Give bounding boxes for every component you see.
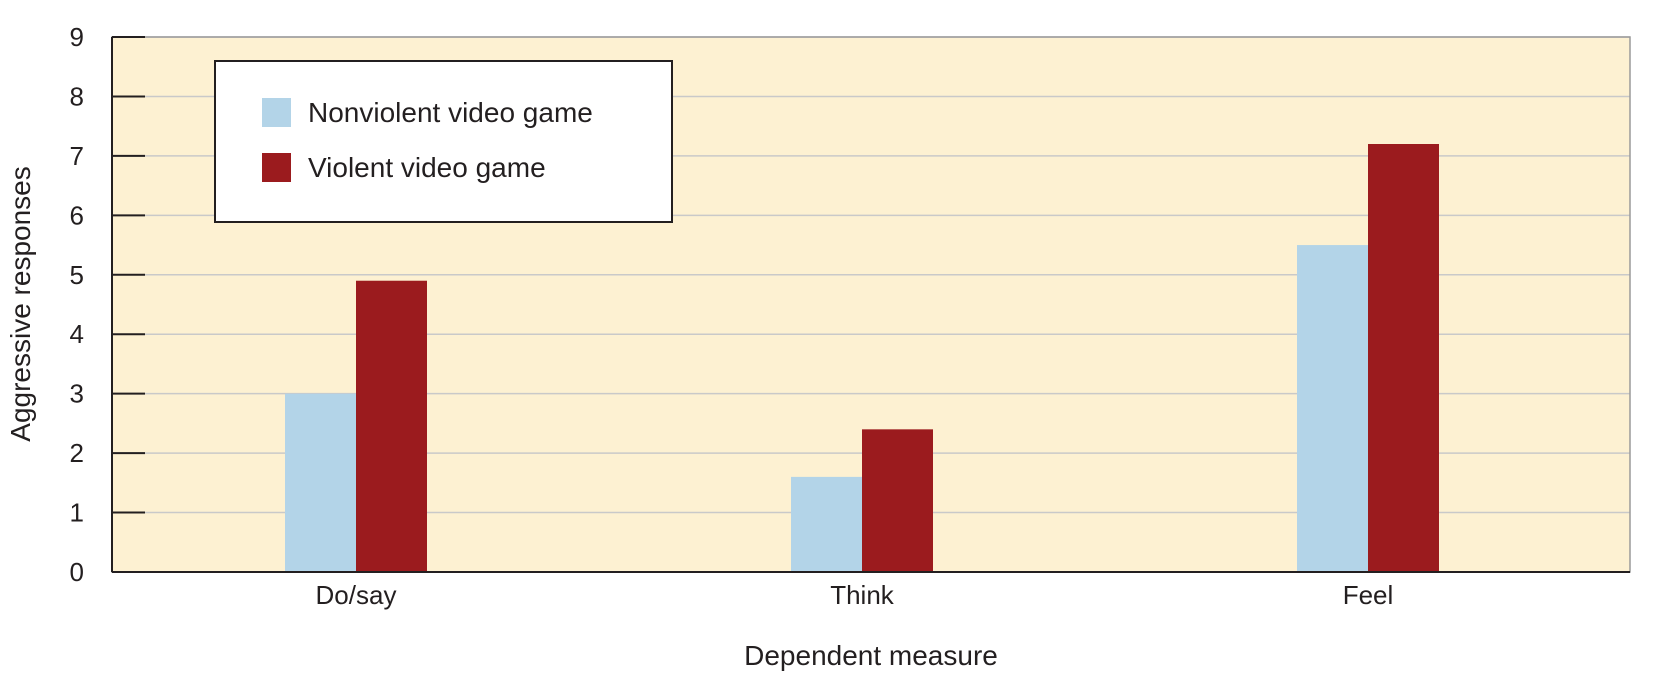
y-tick-label-9: 9 [70, 22, 84, 52]
y-tick-label-2: 2 [70, 438, 84, 468]
y-tick-label-8: 8 [70, 81, 84, 111]
x-tick-label-0: Do/say [316, 580, 397, 610]
bar-do-say-nonviolent [285, 393, 356, 572]
y-tick-label-6: 6 [70, 200, 84, 230]
bar-feel-violent [1368, 144, 1439, 572]
y-tick-label-5: 5 [70, 260, 84, 290]
y-tick-label-7: 7 [70, 141, 84, 171]
x-tick-label-1: Think [830, 580, 895, 610]
y-ticks: 0 1 2 3 4 5 6 7 8 9 [70, 22, 145, 587]
legend: Nonviolent video game Violent video game [214, 60, 673, 223]
legend-box [214, 60, 673, 223]
legend-label-nonviolent: Nonviolent video game [308, 97, 593, 128]
y-tick-label-3: 3 [70, 379, 84, 409]
bar-feel-nonviolent [1297, 245, 1368, 573]
legend-swatch-nonviolent [262, 98, 291, 127]
y-tick-label-4: 4 [70, 319, 84, 349]
axes [111, 36, 1631, 573]
x-axis-title: Dependent measure [744, 640, 998, 671]
bars-group [285, 144, 1439, 573]
y-tick-label-1: 1 [70, 498, 84, 528]
bar-think-nonviolent [791, 476, 862, 572]
bar-do-say-violent [356, 280, 427, 572]
x-ticks: Do/say Think Feel [316, 580, 1394, 610]
legend-label-violent: Violent video game [308, 152, 546, 183]
y-axis-title: Aggressive responses [5, 166, 36, 441]
x-tick-label-2: Feel [1343, 580, 1394, 610]
y-tick-label-0: 0 [70, 557, 84, 587]
legend-swatch-violent [262, 153, 291, 182]
bar-think-violent [862, 429, 933, 572]
